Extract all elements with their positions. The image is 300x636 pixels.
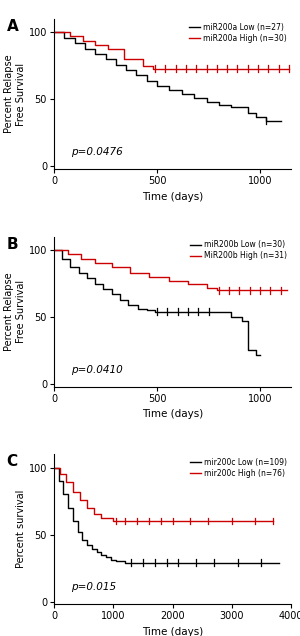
Legend: miR200b Low (n=30), MiR200b High (n=31): miR200b Low (n=30), MiR200b High (n=31) [187,237,290,263]
X-axis label: Time (days): Time (days) [142,626,203,636]
X-axis label: Time (days): Time (days) [142,191,203,202]
X-axis label: Time (days): Time (days) [142,409,203,419]
Legend: miR200a Low (n=27), miR200a High (n=30): miR200a Low (n=27), miR200a High (n=30) [186,20,290,46]
Text: p=0.0410: p=0.0410 [70,364,122,375]
Text: A: A [7,19,18,34]
Y-axis label: Percent Relapse
Free Survival: Percent Relapse Free Survival [4,272,26,351]
Text: p=0.0476: p=0.0476 [70,147,122,157]
Y-axis label: Percent survival: Percent survival [16,490,26,569]
Text: p=0.015: p=0.015 [70,582,116,592]
Text: B: B [7,237,18,252]
Legend: mir200c Low (n=109), mir200c High (n=76): mir200c Low (n=109), mir200c High (n=76) [187,455,290,481]
Text: C: C [7,454,18,469]
Y-axis label: Percent Relapse
Free Survival: Percent Relapse Free Survival [4,55,26,134]
